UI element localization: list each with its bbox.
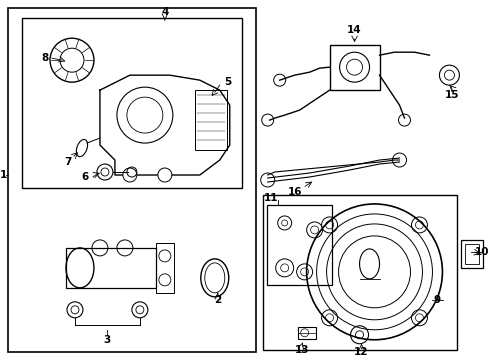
Text: 11: 11 [264, 193, 278, 203]
Text: 4: 4 [161, 7, 169, 17]
Text: 3: 3 [103, 335, 111, 345]
Text: 5: 5 [224, 77, 231, 87]
Text: 14: 14 [347, 25, 362, 35]
Text: 8: 8 [41, 53, 49, 63]
Text: 16: 16 [288, 187, 302, 197]
Text: 12: 12 [354, 347, 369, 357]
Circle shape [123, 168, 137, 182]
Bar [267, 205, 332, 285]
Text: 10: 10 [475, 247, 490, 257]
Bar [330, 45, 380, 90]
Bar [297, 327, 316, 339]
Text: 9: 9 [434, 295, 441, 305]
Bar [466, 244, 479, 264]
Bar [8, 8, 256, 352]
Bar [22, 18, 242, 188]
Bar [195, 90, 227, 150]
Text: 1: 1 [0, 170, 7, 180]
Text: 13: 13 [294, 345, 309, 355]
Bar [462, 240, 483, 268]
Text: 7: 7 [64, 157, 72, 167]
Bar [263, 195, 457, 350]
Text: 2: 2 [214, 295, 221, 305]
Text: 6: 6 [81, 172, 89, 182]
Bar [156, 243, 174, 293]
Circle shape [158, 168, 172, 182]
Text: 15: 15 [445, 90, 460, 100]
Bar [66, 248, 156, 288]
